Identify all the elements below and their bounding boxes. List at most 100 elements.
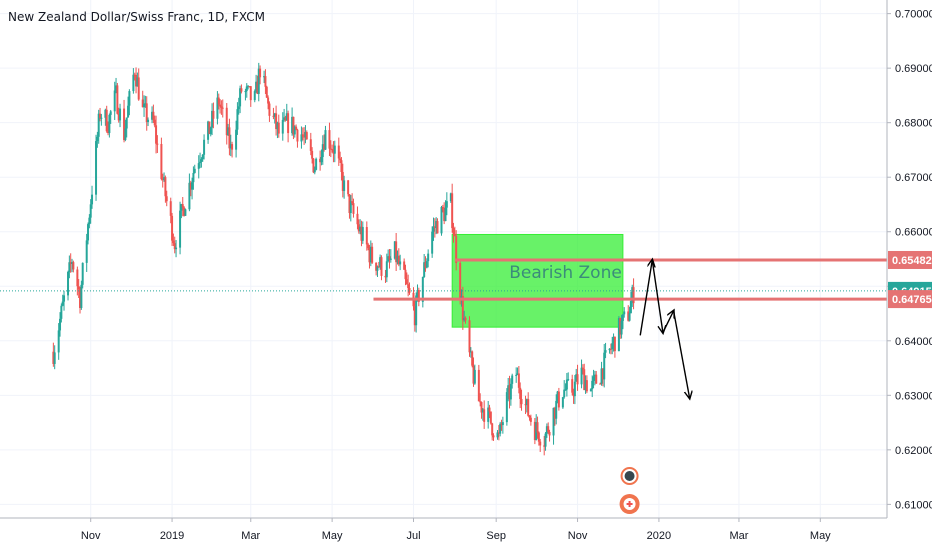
candle-body (132, 74, 135, 92)
candle (567, 372, 570, 382)
candle-body (249, 86, 252, 101)
candle (356, 206, 359, 230)
candle-body (395, 241, 398, 263)
candle (585, 375, 588, 394)
candle-body (441, 207, 444, 210)
candle-body (552, 407, 555, 436)
candle-body (295, 126, 298, 130)
candle (393, 241, 396, 260)
candle (231, 141, 234, 158)
candle-body (296, 129, 299, 142)
price-badge[interactable] (888, 290, 932, 309)
candle-body (604, 350, 607, 353)
candle (601, 368, 604, 387)
candle-body (60, 305, 63, 319)
candle (399, 254, 402, 271)
event-flag-dot (624, 471, 635, 481)
event-plus-icon[interactable] (619, 494, 640, 514)
candle (435, 217, 438, 235)
candle (87, 222, 90, 245)
candle-body (71, 262, 74, 264)
projection-arrow[interactable] (672, 310, 690, 398)
candle-body (528, 415, 531, 418)
candle-body (463, 317, 466, 321)
candle-body (72, 262, 75, 270)
candle-body (387, 256, 390, 262)
candle-body (123, 108, 126, 141)
candle (468, 316, 471, 357)
event-flag-icon[interactable] (620, 467, 639, 485)
candle-body (377, 266, 380, 268)
candle-body (589, 389, 592, 392)
price-badge[interactable] (888, 250, 932, 269)
candle (595, 370, 598, 384)
candle-body (379, 257, 382, 267)
candle-body (557, 391, 560, 408)
price-tick-label: 0.67000 (895, 172, 932, 184)
candle (220, 100, 223, 115)
candle (631, 284, 634, 307)
candle-body (537, 432, 540, 442)
candle-body (440, 207, 443, 234)
candle (125, 117, 128, 138)
candle-body (137, 77, 140, 100)
candle-body (500, 423, 503, 426)
candle (249, 85, 252, 107)
projection-arrow[interactable] (662, 311, 674, 333)
candle (81, 262, 84, 289)
candle-body (107, 131, 110, 134)
candle (256, 75, 259, 95)
candle-body (527, 399, 530, 416)
candle (137, 68, 140, 101)
candle (153, 115, 156, 128)
candle-body (489, 411, 492, 424)
candle (188, 173, 191, 212)
candle-body (619, 318, 622, 335)
candle (259, 65, 262, 85)
candle-body (629, 301, 632, 314)
candle-body (561, 397, 564, 408)
candle-body (571, 379, 574, 393)
candle (397, 248, 400, 267)
candle-body (436, 221, 439, 234)
candle (99, 107, 102, 122)
time-tick-label: Nov (81, 530, 101, 542)
candle (464, 316, 467, 324)
candle-body (160, 143, 163, 180)
candle-body (592, 376, 595, 381)
candle (212, 102, 215, 129)
candle-body (524, 404, 527, 406)
candle (343, 175, 346, 199)
candle (211, 103, 214, 136)
candle-body (104, 109, 107, 118)
candle-body (67, 271, 70, 296)
candle (417, 287, 420, 307)
candle (339, 151, 342, 164)
candle (59, 312, 62, 337)
candle (329, 140, 332, 158)
candle-body (115, 85, 118, 91)
candle-body (171, 215, 174, 241)
candle-body (52, 351, 55, 364)
candle (295, 124, 298, 131)
candle (175, 240, 178, 258)
candle-body (175, 247, 178, 250)
candle-body (473, 369, 476, 384)
time-tick-label: May (810, 530, 831, 542)
candle (556, 390, 559, 404)
candle (509, 378, 512, 406)
candle-body (63, 295, 66, 302)
projection-arrow[interactable] (651, 259, 663, 333)
projection-arrow[interactable] (639, 260, 652, 336)
candle-body (632, 287, 635, 304)
candle (613, 336, 616, 358)
candle (132, 68, 135, 94)
candle (247, 85, 250, 90)
candle-body (340, 160, 343, 173)
candle-body (69, 262, 72, 264)
event-markers-layer[interactable] (619, 467, 640, 514)
candle-body (244, 91, 247, 93)
candle (100, 113, 103, 126)
candle-body (348, 194, 351, 214)
